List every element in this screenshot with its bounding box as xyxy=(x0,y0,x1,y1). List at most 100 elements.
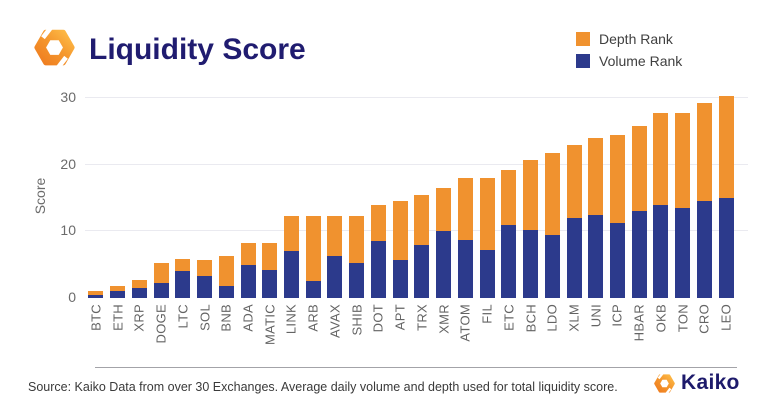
bar-slot-matic: MATIC xyxy=(259,98,281,345)
bar-icp-depth-segment xyxy=(609,134,625,223)
bar-doge-depth-segment xyxy=(153,263,169,283)
bar-btc-volume-segment xyxy=(88,294,104,298)
bar-sol-volume-segment xyxy=(197,276,213,298)
bar-xmr xyxy=(436,188,452,298)
bar-apt xyxy=(392,201,408,298)
bar-dot xyxy=(370,204,386,298)
bar-atom-volume-segment xyxy=(457,239,473,298)
x-label-icp: ICP xyxy=(609,304,625,327)
bar-slot-link: LINK xyxy=(281,98,303,334)
bar-btc xyxy=(88,290,104,298)
bar-okb-volume-segment xyxy=(653,204,669,298)
legend-label: Depth Rank xyxy=(599,31,673,47)
page-title: Liquidity Score xyxy=(89,33,306,66)
bar-leo-volume-segment xyxy=(718,198,734,298)
bar-hbar-depth-segment xyxy=(631,126,647,212)
bar-bnb-depth-segment xyxy=(218,256,234,287)
bar-xlm xyxy=(566,144,582,298)
x-label-ton: TON xyxy=(675,304,691,333)
bar-xmr-depth-segment xyxy=(436,188,452,232)
y-tick-20: 20 xyxy=(60,155,76,172)
bar-slot-shib: SHIB xyxy=(346,98,368,336)
x-label-trx: TRX xyxy=(414,304,430,331)
bar-slot-xmr: XMR xyxy=(433,98,455,334)
kaiko-logo-icon xyxy=(653,371,676,395)
x-label-eth: ETH xyxy=(110,304,126,331)
bar-doge-volume-segment xyxy=(153,283,169,298)
bar-eth-volume-segment xyxy=(110,291,126,298)
x-label-shib: SHIB xyxy=(349,304,365,336)
bar-btc-depth-segment xyxy=(88,290,104,295)
bar-dot-depth-segment xyxy=(370,204,386,242)
bar-arb xyxy=(305,216,321,298)
bar-slot-ada: ADA xyxy=(237,98,259,332)
bar-matic xyxy=(262,243,278,298)
bar-xrp xyxy=(131,279,147,298)
bar-slot-eth: ETH xyxy=(107,98,129,331)
kaiko-logo-icon xyxy=(32,25,77,70)
bar-slot-btc: BTC xyxy=(85,98,107,331)
bar-etc-depth-segment xyxy=(501,169,517,225)
bar-slot-trx: TRX xyxy=(411,98,433,331)
bar-eth-depth-segment xyxy=(110,286,126,292)
bar-trx xyxy=(414,194,430,298)
bar-bnb xyxy=(218,256,234,298)
bars: BTC ETH XRP DOGE LTC SOL BNB ADA MATIC LINK ARB AVA… xyxy=(85,96,737,345)
bar-xlm-volume-segment xyxy=(566,218,582,298)
bar-ada-depth-segment xyxy=(240,243,256,265)
bar-etc xyxy=(501,169,517,298)
x-label-ldo: LDO xyxy=(544,304,560,332)
bar-slot-hbar: HBAR xyxy=(628,98,650,341)
bar-icp-volume-segment xyxy=(609,223,625,298)
bar-hbar xyxy=(631,126,647,298)
bar-cro-volume-segment xyxy=(696,201,712,298)
bar-slot-uni: UNI xyxy=(585,98,607,327)
bar-slot-bch: BCH xyxy=(520,98,542,332)
bar-etc-volume-segment xyxy=(501,224,517,298)
gridline-30 xyxy=(85,97,748,98)
bar-fil xyxy=(479,178,495,298)
bar-slot-dot: DOT xyxy=(368,98,390,332)
y-tick-10: 10 xyxy=(60,222,76,239)
x-label-uni: UNI xyxy=(588,304,604,328)
x-label-ltc: LTC xyxy=(175,304,191,329)
kaiko-wordmark: Kaiko xyxy=(681,371,740,394)
legend-item-volume-rank: Volume Rank xyxy=(576,53,682,69)
bar-slot-arb: ARB xyxy=(302,98,324,332)
bar-ldo-depth-segment xyxy=(544,153,560,235)
bar-dot-volume-segment xyxy=(370,241,386,298)
bar-xlm-depth-segment xyxy=(566,144,582,218)
bar-sol-depth-segment xyxy=(197,259,213,277)
bar-arb-depth-segment xyxy=(305,216,321,282)
bar-shib xyxy=(349,216,365,298)
bar-slot-apt: APT xyxy=(389,98,411,330)
x-label-matic: MATIC xyxy=(262,304,278,345)
bar-ldo xyxy=(544,153,560,298)
y-tick-0: 0 xyxy=(68,289,76,305)
bar-slot-cro: CRO xyxy=(694,98,716,334)
bar-ltc-depth-segment xyxy=(175,258,191,272)
bar-doge xyxy=(153,263,169,298)
bar-link xyxy=(283,216,299,298)
x-label-okb: OKB xyxy=(653,304,669,333)
bar-slot-atom: ATOM xyxy=(454,98,476,342)
bar-leo-depth-segment xyxy=(718,96,734,198)
bar-cro-depth-segment xyxy=(696,103,712,202)
bar-ton xyxy=(675,113,691,298)
bar-ldo-volume-segment xyxy=(544,234,560,298)
x-label-arb: ARB xyxy=(305,304,321,332)
x-label-doge: DOGE xyxy=(153,304,169,344)
bar-slot-xlm: XLM xyxy=(563,98,585,332)
x-label-btc: BTC xyxy=(88,304,104,331)
bar-xmr-volume-segment xyxy=(436,231,452,298)
bar-xrp-volume-segment xyxy=(131,288,147,298)
bar-bch xyxy=(523,159,539,298)
x-label-leo: LEO xyxy=(718,304,734,331)
footer-divider xyxy=(95,367,737,368)
bar-slot-okb: OKB xyxy=(650,98,672,332)
bar-eth xyxy=(110,286,126,298)
bar-arb-volume-segment xyxy=(305,281,321,298)
x-label-sol: SOL xyxy=(197,304,213,331)
volume-rank-swatch xyxy=(576,54,590,68)
